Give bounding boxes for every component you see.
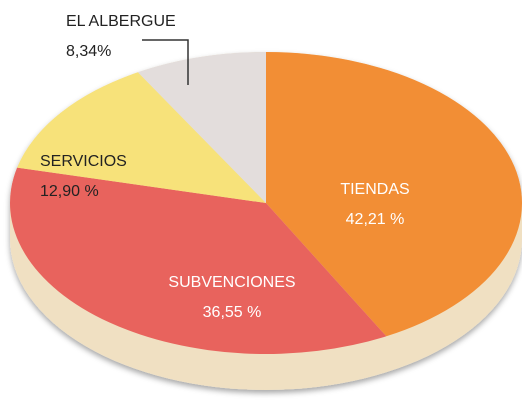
pie-slice <box>266 52 522 337</box>
pie-slice <box>137 52 266 203</box>
slice-label: TIENDAS <box>340 181 409 198</box>
slice-value-label: 42,21 % <box>346 211 405 228</box>
slice-value-label: 12,90 % <box>40 183 99 200</box>
slice-value-label: 36,55 % <box>203 304 262 321</box>
slice-label: EL ALBERGUE <box>66 13 176 30</box>
slice-value-label: 8,34% <box>66 43 111 60</box>
leader-line <box>142 39 189 85</box>
slice-label: SUBVENCIONES <box>168 274 295 291</box>
labels: TIENDAS 42,21 % SUBVENCIONES 36,55 % SERVICI… <box>40 13 410 321</box>
slice-label: SERVICIOS <box>40 153 127 170</box>
pie-slice <box>9 167 387 354</box>
pie <box>9 52 522 354</box>
pie-slice <box>17 72 266 203</box>
